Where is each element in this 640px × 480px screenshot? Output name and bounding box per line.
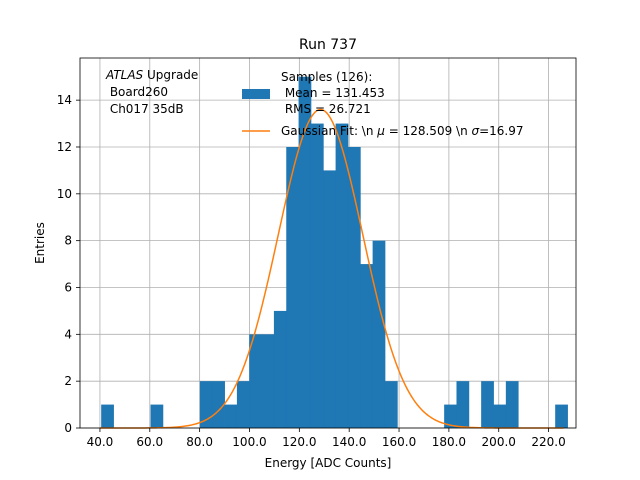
y-tick-label: 12 bbox=[57, 140, 72, 154]
histogram-bar bbox=[249, 334, 262, 428]
legend-fit-sigma-value: =16.97 bbox=[479, 124, 523, 138]
legend-fit-mu-value: = 128.509 \n bbox=[385, 124, 472, 138]
histogram-bar bbox=[360, 264, 374, 428]
histogram-bar bbox=[372, 240, 386, 428]
x-axis-ticks: 40.0 60.0 80.0 100.0 120.0 140.0 160.0 180.0 200… bbox=[87, 428, 566, 449]
atlas-annotation-line3: Ch017 35dB bbox=[106, 102, 184, 116]
legend-fit-mu-symbol: μ bbox=[376, 124, 385, 138]
histogram-bar bbox=[555, 404, 568, 428]
legend-samples-line3: RMS = 26.721 bbox=[281, 102, 371, 116]
histogram-bar bbox=[456, 381, 470, 428]
atlas-annotation-line1: ATLAS Upgrade bbox=[105, 68, 198, 82]
histogram-bar bbox=[236, 381, 250, 428]
histogram-bar bbox=[335, 123, 349, 429]
chart-title: Run 737 bbox=[299, 37, 357, 53]
legend: Samples (126): Mean = 131.453 RMS = 26.7… bbox=[242, 70, 524, 138]
legend-fit-sigma-symbol: σ bbox=[472, 124, 480, 138]
x-tick-label: 80.0 bbox=[186, 435, 213, 449]
x-tick-label: 60.0 bbox=[136, 435, 163, 449]
x-tick-label: 180.0 bbox=[432, 435, 466, 449]
histogram-bar bbox=[212, 381, 225, 428]
y-tick-label: 6 bbox=[64, 280, 72, 294]
histogram-bar bbox=[199, 381, 213, 428]
histogram-bar bbox=[323, 170, 337, 428]
y-tick-label: 2 bbox=[64, 374, 72, 388]
histogram-bar bbox=[310, 123, 324, 429]
legend-samples-line2: Mean = 131.453 bbox=[281, 86, 385, 100]
histogram-bar bbox=[224, 404, 238, 428]
atlas-upgrade: Upgrade bbox=[143, 68, 198, 82]
legend-samples-line1: Samples (126): bbox=[281, 70, 372, 84]
plot-frame bbox=[79, 57, 577, 429]
x-tick-label: 220.0 bbox=[531, 435, 565, 449]
histogram-bar bbox=[493, 404, 507, 428]
x-axis-label: Energy [ADC Counts] bbox=[265, 456, 392, 470]
y-tick-label: 10 bbox=[57, 187, 72, 201]
histogram-bar bbox=[261, 334, 275, 428]
atlas-italic: ATLAS bbox=[105, 68, 144, 82]
atlas-annotation-line2: Board260 bbox=[106, 85, 168, 99]
legend-samples-swatch bbox=[242, 89, 270, 99]
y-tick-label: 14 bbox=[57, 93, 72, 107]
x-tick-label: 160.0 bbox=[382, 435, 416, 449]
x-tick-label: 40.0 bbox=[87, 435, 114, 449]
histogram-bar bbox=[298, 76, 312, 428]
histogram-bar bbox=[150, 404, 164, 428]
histogram-bar bbox=[101, 404, 114, 428]
histogram-bar bbox=[347, 146, 361, 428]
histogram-bar bbox=[286, 146, 299, 428]
y-tick-label: 8 bbox=[64, 234, 72, 248]
histogram-bar bbox=[384, 381, 398, 428]
y-axis-ticks: 0 2 4 6 8 10 12 14 bbox=[57, 93, 80, 435]
histogram-bars bbox=[101, 76, 568, 429]
x-tick-label: 100.0 bbox=[232, 435, 266, 449]
legend-fit-label: Gaussian Fit: \n μ = 128.509 \n σ=16.97 bbox=[281, 124, 524, 138]
histogram-bar bbox=[481, 381, 494, 428]
x-tick-label: 200.0 bbox=[482, 435, 516, 449]
legend-fit-prefix: Gaussian Fit: \n bbox=[281, 124, 377, 138]
y-tick-label: 4 bbox=[64, 327, 72, 341]
y-axis-label: Entries bbox=[33, 222, 47, 264]
x-tick-label: 140.0 bbox=[332, 435, 366, 449]
y-tick-label: 0 bbox=[64, 421, 72, 435]
histogram-bar bbox=[505, 381, 519, 428]
histogram-bar bbox=[273, 310, 287, 428]
x-tick-label: 120.0 bbox=[282, 435, 316, 449]
histogram-bar bbox=[444, 404, 457, 428]
